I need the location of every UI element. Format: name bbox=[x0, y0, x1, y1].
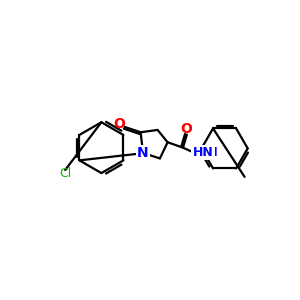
Text: HN: HN bbox=[193, 146, 213, 159]
Text: O: O bbox=[113, 117, 125, 131]
Text: O: O bbox=[180, 122, 192, 136]
Text: N: N bbox=[137, 146, 149, 160]
Text: HN: HN bbox=[198, 146, 218, 159]
Text: N: N bbox=[137, 146, 149, 160]
Text: Cl: Cl bbox=[59, 167, 71, 180]
